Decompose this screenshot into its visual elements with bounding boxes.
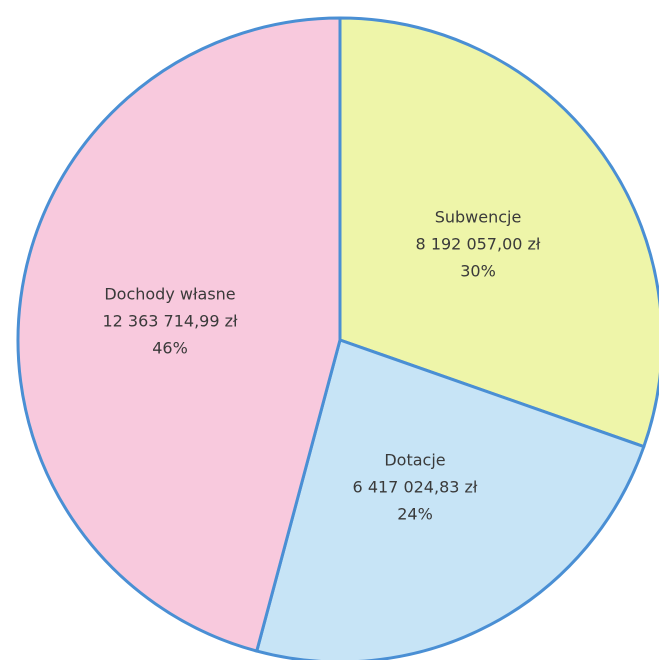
slice-label: Subwencje: [435, 208, 522, 227]
pie-slice: [338, 16, 659, 449]
slice-value: 12 363 714,99 zł: [102, 312, 238, 331]
slice-label: Dotacje: [384, 451, 445, 470]
slice-percent: 46%: [152, 339, 188, 358]
slice-percent: 24%: [397, 505, 433, 524]
slice-label: Dochody własne: [104, 285, 235, 304]
slice-value: 6 417 024,83 zł: [353, 478, 478, 497]
pie-slice: [255, 338, 646, 660]
pie-slice: [16, 16, 342, 653]
slice-value: 8 192 057,00 zł: [416, 235, 541, 254]
slice-percent: 30%: [460, 262, 496, 281]
